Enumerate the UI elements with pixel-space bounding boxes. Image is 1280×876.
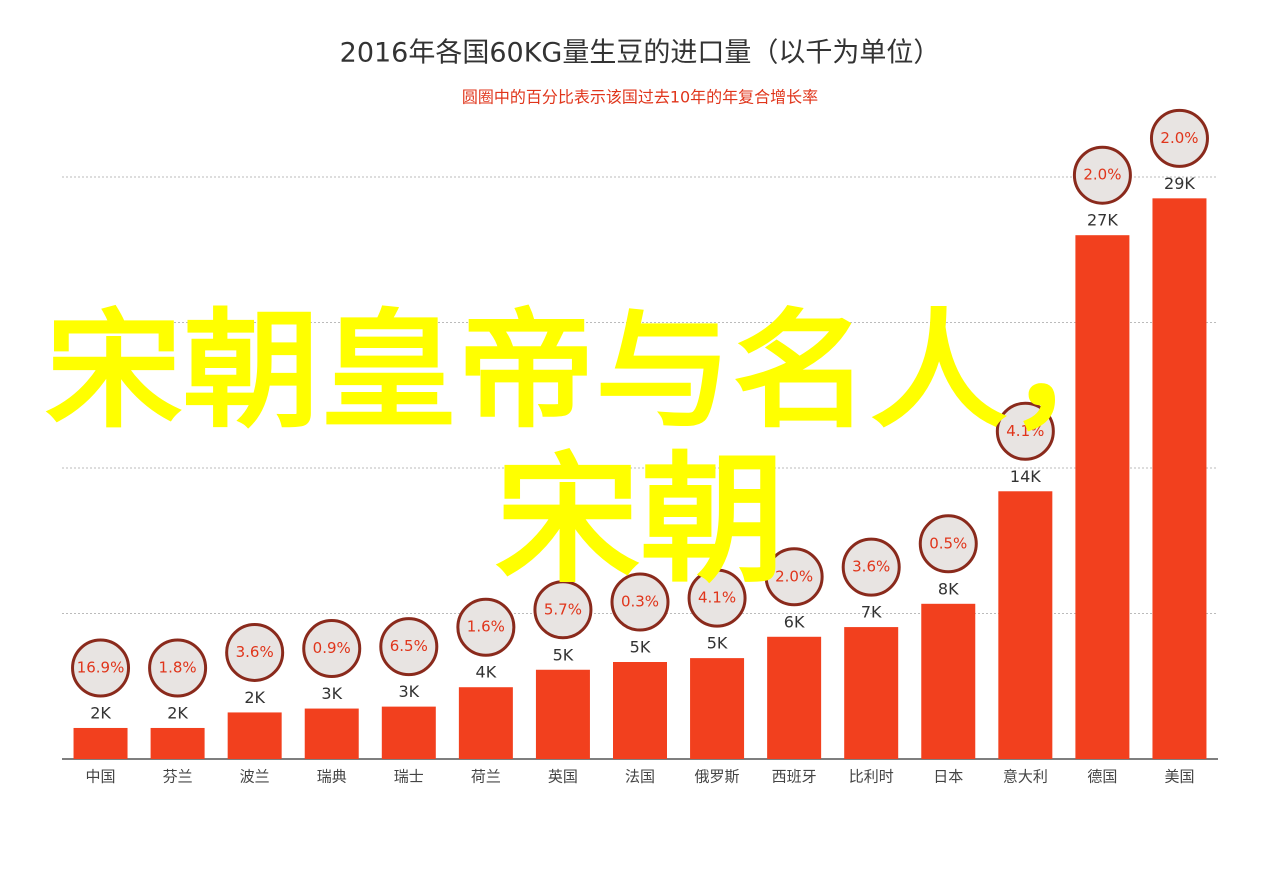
growth-label: 0.5% — [929, 534, 967, 552]
value-label: 3K — [398, 682, 419, 701]
x-tick-label: 瑞典 — [317, 768, 347, 786]
growth-bubble — [687, 568, 747, 628]
growth-label: 2.0% — [775, 567, 813, 585]
growth-bubble — [918, 514, 978, 574]
x-tick-label: 俄罗斯 — [695, 768, 740, 786]
growth-label: 16.9% — [77, 658, 125, 676]
growth-bubble — [225, 622, 285, 682]
x-tick-label: 西班牙 — [772, 768, 817, 786]
overlay-text: 宋朝 — [495, 440, 785, 603]
growth-bubble — [148, 638, 208, 698]
x-tick-label: 英国 — [548, 768, 578, 786]
growth-bubble — [995, 401, 1055, 461]
value-label: 2K — [244, 688, 265, 707]
value-label: 6K — [784, 612, 805, 631]
x-tick-label: 波兰 — [240, 768, 270, 786]
growth-bubble — [533, 580, 593, 640]
bar — [381, 706, 436, 759]
growth-label: 0.3% — [621, 593, 659, 611]
growth-label: 2.0% — [1160, 129, 1198, 147]
growth-bubble — [302, 619, 362, 679]
value-label: 4K — [476, 663, 497, 682]
bar — [998, 491, 1053, 759]
bar — [304, 708, 359, 759]
value-label: 29K — [1164, 174, 1195, 193]
chart-subtitle: 圆圈中的百分比表示该国过去10年的年复合增长率 — [462, 88, 818, 107]
growth-label: 1.6% — [467, 618, 505, 636]
value-label: 2K — [90, 703, 111, 722]
x-tick-label: 意大利 — [1003, 768, 1048, 786]
bar — [690, 658, 745, 759]
growth-label: 0.9% — [313, 639, 351, 657]
x-tick-label: 比利时 — [849, 768, 894, 786]
bar — [613, 662, 667, 759]
value-label: 14K — [1010, 467, 1041, 486]
value-label: 7K — [861, 603, 882, 622]
value-label: 5K — [553, 645, 574, 664]
value-label: 2K — [167, 703, 188, 722]
growth-label: 4.1% — [698, 589, 736, 607]
bar — [73, 727, 128, 759]
growth-label: 3.6% — [236, 643, 274, 661]
x-tick-label: 中国 — [86, 768, 116, 786]
growth-bubble — [1072, 145, 1132, 205]
bar — [767, 636, 822, 759]
value-label: 5K — [630, 638, 651, 657]
growth-bubble — [610, 572, 670, 632]
x-tick-label: 美国 — [1164, 768, 1194, 786]
x-tick-label: 德国 — [1087, 768, 1117, 786]
growth-label: 2.0% — [1083, 166, 1121, 184]
value-label: 8K — [938, 579, 959, 598]
x-tick-label: 瑞士 — [394, 768, 424, 786]
growth-label: 3.6% — [852, 558, 890, 576]
growth-bubble — [456, 597, 516, 657]
bar — [535, 669, 590, 759]
bar — [921, 603, 976, 759]
growth-bubble — [764, 547, 824, 607]
growth-bubble — [379, 617, 439, 677]
bar — [227, 712, 282, 759]
bar — [1075, 235, 1130, 759]
value-label: 3K — [321, 684, 342, 703]
chart-title: 2016年各国60KG量生豆的进口量（以千为单位） — [340, 38, 941, 69]
value-label: 5K — [707, 634, 728, 653]
growth-label: 1.8% — [159, 658, 197, 676]
value-label: 27K — [1087, 211, 1118, 230]
x-tick-label: 日本 — [933, 768, 963, 786]
growth-bubble — [71, 638, 131, 698]
bar — [150, 727, 205, 759]
overlay-text: 宋朝皇帝与名人， — [45, 297, 1145, 446]
x-tick-label: 法国 — [625, 768, 655, 786]
x-tick-label: 芬兰 — [163, 768, 193, 786]
bar — [1152, 198, 1207, 760]
growth-label: 5.7% — [544, 600, 582, 618]
bar — [844, 627, 899, 759]
bar — [458, 687, 513, 759]
growth-label: 4.1% — [1006, 422, 1044, 440]
x-tick-label: 荷兰 — [471, 768, 501, 786]
growth-label: 6.5% — [390, 637, 428, 655]
growth-bubble — [841, 537, 901, 597]
growth-bubble — [1149, 108, 1209, 168]
